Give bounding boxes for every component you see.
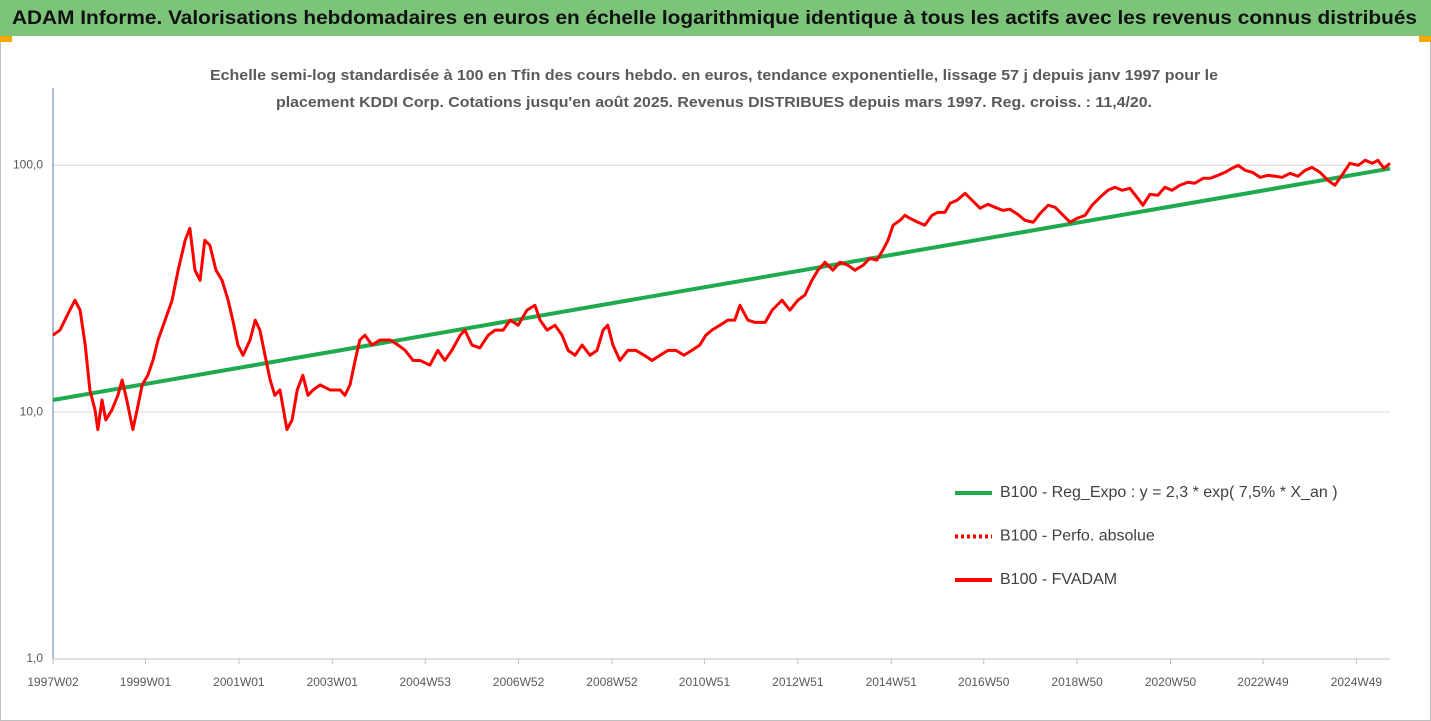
x-tick-label: 2022W49 (1237, 675, 1289, 689)
x-tick-label: 2010W51 (679, 675, 731, 689)
x-tick-label: 2006W52 (493, 675, 545, 689)
legend-label: B100 - Perfo. absolue (1000, 528, 1155, 545)
series-line (52, 158, 1391, 432)
chart-subtitle: placement KDDI Corp. Cotations jusqu'en … (276, 94, 1152, 111)
legend-label: B100 - FVADAM (1000, 571, 1117, 588)
y-tick-label: 10,0 (20, 404, 44, 418)
legend-label: B100 - Reg_Expo : y = 2,3 * exp( 7,5% * … (1000, 484, 1338, 501)
x-tick-label: 2020W50 (1145, 675, 1197, 689)
banner (0, 0, 1431, 36)
corner (0, 36, 12, 42)
x-tick-label: 2008W52 (586, 675, 638, 689)
x-tick-label: 2003W01 (307, 675, 359, 689)
y-tick-label: 1,0 (26, 651, 43, 665)
x-tick-label: 1999W01 (120, 675, 172, 689)
x-tick-label: 1997W02 (27, 675, 79, 689)
x-tick-label: 2001W01 (213, 675, 265, 689)
chart-subtitle: Echelle semi-log standardisée à 100 en T… (210, 67, 1218, 84)
x-tick-label: 2024W49 (1331, 675, 1383, 689)
y-tick-label: 100,0 (13, 157, 43, 171)
x-tick-label: 2004W53 (400, 675, 452, 689)
x-tick-label: 2016W50 (958, 675, 1010, 689)
x-tick-label: 2014W51 (866, 675, 918, 689)
x-tick-label: 2012W51 (772, 675, 824, 689)
corner (1419, 36, 1431, 42)
x-tick-label: 2018W50 (1051, 675, 1103, 689)
series-line (52, 166, 1391, 402)
banner-title: ADAM Informe. Valorisations hebdomadaire… (12, 8, 1417, 29)
